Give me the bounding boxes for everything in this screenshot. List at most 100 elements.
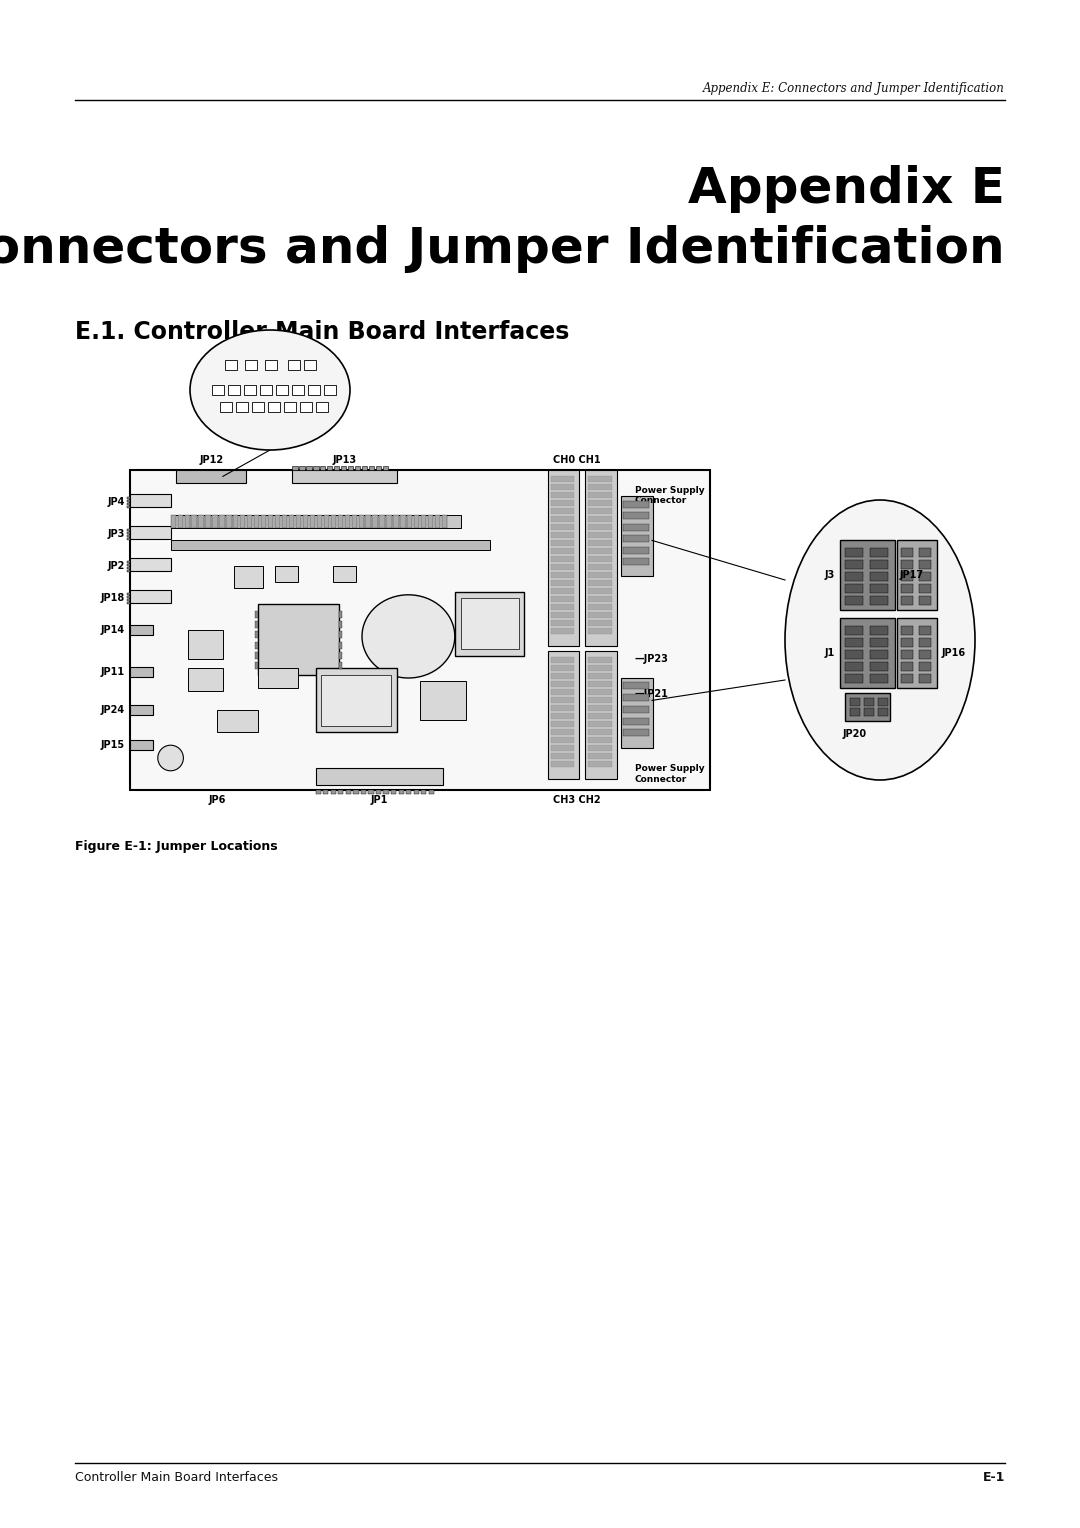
Bar [589, 620, 611, 626]
Text: Power Supply
Connector: Power Supply Connector [635, 486, 704, 506]
Bar [901, 549, 913, 558]
Bar [255, 620, 258, 628]
Text: CH3 CH2: CH3 CH2 [553, 795, 600, 805]
Bar [127, 529, 130, 532]
Bar [551, 729, 573, 735]
Ellipse shape [785, 500, 975, 779]
Text: JP4: JP4 [108, 497, 125, 507]
Bar [130, 666, 153, 677]
Bar [919, 571, 931, 581]
Bar [919, 649, 931, 659]
Bar [303, 361, 316, 370]
Bar [589, 704, 611, 711]
Text: JP18: JP18 [100, 593, 125, 604]
Text: JP13: JP13 [333, 455, 356, 465]
Bar [420, 681, 467, 720]
Bar [551, 564, 573, 570]
Bar [845, 549, 863, 558]
Bar [551, 549, 573, 553]
Bar [589, 516, 611, 521]
Bar [864, 707, 874, 717]
Bar [361, 790, 366, 795]
Text: JP1: JP1 [370, 795, 388, 805]
Text: CH0 CH1: CH0 CH1 [553, 455, 600, 465]
Bar [355, 466, 361, 471]
Bar [261, 515, 267, 527]
Bar [310, 515, 315, 527]
Bar [551, 721, 573, 727]
Bar [130, 740, 153, 750]
Bar [623, 681, 649, 689]
Bar [845, 584, 863, 593]
Bar [850, 698, 860, 706]
Bar [275, 565, 298, 582]
Bar [234, 565, 264, 588]
Bar [348, 466, 353, 471]
Bar [455, 591, 525, 656]
Bar [551, 477, 573, 481]
Bar [901, 596, 913, 605]
Text: Controller Main Board Interfaces: Controller Main Board Interfaces [75, 1471, 278, 1484]
Bar [919, 559, 931, 568]
Bar [551, 571, 573, 578]
Bar [551, 492, 573, 498]
Bar [293, 471, 396, 483]
Bar [338, 790, 343, 795]
Bar [313, 466, 319, 471]
Bar [254, 515, 259, 527]
Bar [623, 706, 649, 712]
Bar [330, 515, 336, 527]
Bar [288, 361, 300, 370]
Text: J3: J3 [825, 570, 835, 581]
Bar [127, 506, 130, 507]
Bar [845, 571, 863, 581]
Bar [589, 697, 611, 703]
Bar [623, 512, 649, 520]
Bar [127, 561, 130, 562]
Bar [878, 707, 888, 717]
Bar [130, 558, 171, 571]
Bar [127, 535, 130, 536]
Bar [339, 652, 341, 659]
Text: JP5JP7  JP19: JP5JP7 JP19 [244, 344, 296, 353]
Bar [217, 711, 258, 732]
Bar [551, 604, 573, 610]
Bar [339, 662, 341, 669]
Bar [369, 466, 374, 471]
Bar [212, 385, 224, 396]
Bar [845, 639, 863, 646]
Bar [919, 626, 931, 636]
Bar [387, 515, 392, 527]
Bar [176, 471, 246, 483]
Bar [551, 484, 573, 490]
Bar [870, 626, 888, 636]
Bar [551, 657, 573, 663]
Bar [897, 539, 937, 610]
Bar [870, 639, 888, 646]
Bar [308, 385, 320, 396]
Bar [300, 402, 312, 413]
Bar [258, 668, 298, 688]
Bar [589, 588, 611, 594]
Bar [901, 559, 913, 568]
Bar [551, 714, 573, 718]
Text: JP15: JP15 [100, 740, 125, 750]
Bar [460, 597, 518, 649]
Bar [315, 790, 321, 795]
Text: —JP21: —JP21 [635, 689, 669, 698]
Bar [255, 611, 258, 617]
Bar [365, 515, 370, 527]
Bar [127, 602, 130, 604]
Bar [623, 718, 649, 724]
Bar [623, 558, 649, 565]
Bar [589, 581, 611, 585]
Bar [621, 678, 653, 749]
Bar [130, 704, 153, 715]
Bar [901, 674, 913, 683]
Bar [623, 729, 649, 736]
Bar [919, 549, 931, 558]
Bar [551, 672, 573, 678]
Bar [845, 559, 863, 568]
Bar [275, 515, 280, 527]
Bar [213, 515, 217, 527]
